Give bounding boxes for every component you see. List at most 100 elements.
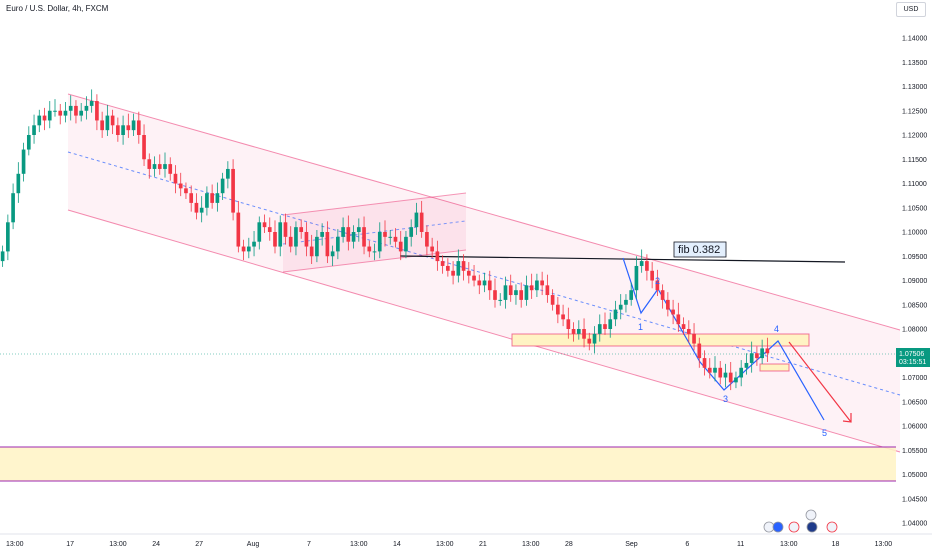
time-tick-label: 13:00 — [780, 541, 798, 548]
current-price-tag: 1.07506 03:15:51 — [896, 348, 930, 367]
price-axis[interactable]: 1.14000 1.13500 1.13000 1.12500 1.12000 1.115… — [902, 36, 927, 528]
candle-body — [692, 333, 696, 344]
candle-body — [320, 232, 324, 237]
candle-body — [566, 319, 571, 329]
candle-body — [215, 193, 220, 203]
candle-body — [142, 135, 146, 160]
drawings-layer — [0, 93, 901, 482]
candle-body — [765, 348, 770, 354]
candle-body — [514, 290, 518, 296]
time-tick-label: 21 — [479, 541, 487, 548]
time-tick-label: 17 — [66, 541, 74, 548]
event-icon[interactable] — [763, 521, 775, 533]
price-tick-label: 1.13500 — [902, 60, 927, 67]
candle-body — [6, 222, 10, 252]
time-tick-label: 24 — [152, 541, 160, 548]
candle-body — [550, 295, 555, 305]
elliott-wave-path[interactable] — [622, 257, 825, 421]
flag-us-icon[interactable] — [788, 521, 800, 533]
candle-body — [257, 222, 262, 242]
candle-body — [42, 115, 47, 121]
candle-body — [336, 236, 340, 252]
event-icons[interactable] — [763, 509, 838, 533]
candle-body — [356, 227, 361, 232]
currency-selector[interactable]: USD — [896, 2, 926, 17]
candle-body — [173, 173, 178, 184]
candle-body — [199, 207, 204, 213]
price-tick-label: 1.12500 — [902, 108, 927, 115]
candle-body — [760, 348, 764, 359]
flag-eu-icon[interactable] — [772, 521, 784, 533]
price-tick-label: 1.04500 — [902, 496, 927, 503]
channel-upper-line[interactable] — [67, 93, 901, 331]
candle-body — [430, 246, 434, 252]
small-channel-upper[interactable] — [282, 192, 467, 216]
candle-body — [508, 285, 513, 296]
candle-body — [404, 236, 408, 252]
candle-body — [414, 212, 419, 228]
candle-body — [377, 232, 382, 252]
candle-body — [660, 290, 665, 300]
price-tick-label: 1.07000 — [902, 375, 927, 382]
small-zone[interactable] — [759, 363, 790, 372]
time-axis[interactable]: 13:00 17 13:00 24 27 Aug 7 13:00 14 13:00 21 13:00 2… — [6, 541, 892, 548]
flag-us-icon[interactable] — [805, 509, 817, 521]
candle-body — [367, 246, 372, 252]
candle-body — [618, 304, 623, 310]
candle-body — [686, 329, 691, 334]
candle-body — [398, 241, 403, 252]
candle-body — [163, 164, 167, 169]
price-tick-label: 1.14000 — [902, 36, 927, 43]
candle-body — [603, 324, 607, 329]
candle-body — [697, 343, 702, 359]
candle-body — [11, 193, 15, 223]
chart-title: Euro / U.S. Dollar, 4h, FXCM — [6, 4, 109, 13]
price-tick-label: 1.10500 — [902, 205, 927, 212]
candle-body — [126, 125, 131, 131]
candle-body — [425, 232, 429, 247]
time-tick-label: 14 — [393, 541, 401, 548]
price-tick-label: 1.12000 — [902, 133, 927, 140]
fib-line[interactable] — [399, 255, 846, 263]
support-zone[interactable] — [511, 333, 810, 347]
price-tick-label: 1.09000 — [902, 278, 927, 285]
small-channel-lower[interactable] — [282, 249, 467, 273]
projection-arrow[interactable] — [788, 341, 852, 423]
price-tick-label: 1.11000 — [902, 181, 927, 188]
time-tick-label: Sep — [625, 541, 638, 548]
annotations-layer: fib 0.382 1 2 3 4 5 — [638, 241, 827, 438]
small-channel-mid[interactable] — [282, 220, 467, 245]
candle-body — [16, 173, 21, 194]
candle-body — [655, 280, 660, 291]
candle-body — [608, 319, 613, 329]
candle-body — [273, 232, 277, 247]
flag-us-icon[interactable] — [826, 521, 838, 533]
candle-body — [100, 120, 104, 131]
candles-layer — [0, 89, 770, 391]
candle-body — [482, 280, 487, 286]
candle-body — [650, 270, 654, 281]
time-tick-label: Aug — [247, 541, 260, 548]
channel-lower-line[interactable] — [67, 209, 901, 453]
candle-body — [341, 227, 345, 237]
wave-label-3: 3 — [723, 394, 728, 404]
candle-body — [147, 159, 152, 169]
target-zone[interactable] — [0, 447, 896, 481]
candle-body — [409, 227, 414, 237]
candle-body — [304, 232, 309, 247]
candle-body — [556, 304, 560, 315]
price-tick-label: 1.06000 — [902, 424, 927, 431]
time-tick-label: 13:00 — [350, 541, 368, 548]
candle-body — [456, 261, 461, 276]
candle-body — [210, 193, 214, 203]
time-tick-label: 7 — [307, 541, 311, 548]
candle-body — [152, 164, 157, 169]
candle-body — [587, 338, 592, 344]
flag-eu-icon[interactable] — [806, 521, 818, 533]
candle-body — [624, 299, 628, 305]
candle-body — [498, 299, 503, 301]
candle-body — [545, 285, 550, 296]
candle-body — [21, 149, 26, 174]
candle-body — [262, 222, 267, 228]
